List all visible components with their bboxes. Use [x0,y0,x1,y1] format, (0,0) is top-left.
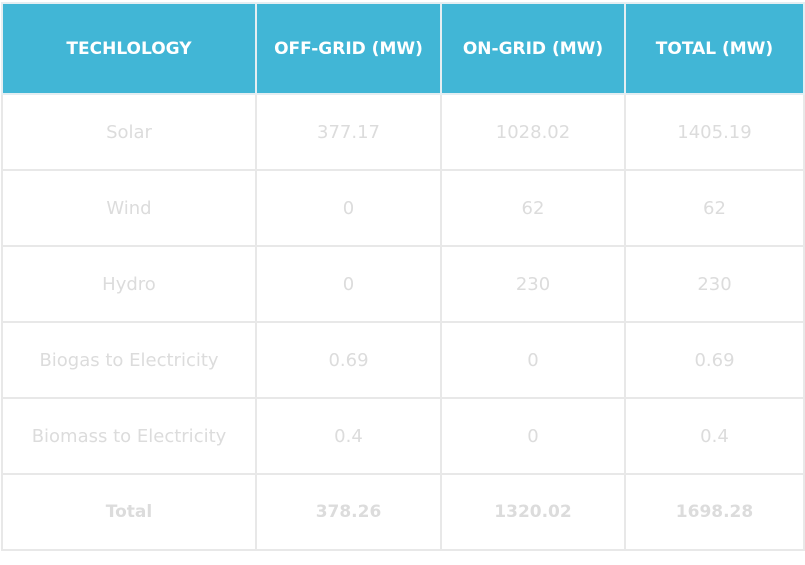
table-cell: 230 [440,245,626,323]
table-row: Biomass to Electricity 0.4 0 0.4 [1,397,805,475]
table-head: TECHLOLOGY OFF-GRID (MW) ON-GRID (MW) TOTAL… [1,2,805,95]
table-cell: 1028.02 [440,93,626,171]
data-table: TECHLOLOGY OFF-GRID (MW) ON-GRID (MW) TOTAL… [1,2,805,551]
header-cell: TECHLOLOGY [1,2,257,95]
table-row: Wind 0 62 62 [1,169,805,247]
table-cell: 378.26 [255,473,442,551]
header-cell: TOTAL (MW) [624,2,805,95]
table-cell: 0.69 [624,321,805,399]
header-row: TECHLOLOGY OFF-GRID (MW) ON-GRID (MW) TOTAL… [1,2,805,95]
table-cell: 62 [440,169,626,247]
table-cell: Hydro [1,245,257,323]
table-row: Solar 377.17 1028.02 1405.19 [1,93,805,171]
table-cell: Wind [1,169,257,247]
table-cell: Biomass to Electricity [1,397,257,475]
table-cell: Biogas to Electricity [1,321,257,399]
table-cell: Solar [1,93,257,171]
table-cell: 0 [255,169,442,247]
header-cell: ON-GRID (MW) [440,2,626,95]
table-cell: 62 [624,169,805,247]
table-cell: Total [1,473,257,551]
total-row: Total 378.26 1320.02 1698.28 [1,473,805,551]
table-cell: 1405.19 [624,93,805,171]
table-cell: 1698.28 [624,473,805,551]
table-cell: 1320.02 [440,473,626,551]
table-cell: 0.4 [255,397,442,475]
table-row: Biogas to Electricity 0.69 0 0.69 [1,321,805,399]
table-cell: 0 [440,397,626,475]
table-cell: 230 [624,245,805,323]
table-cell: 0.4 [624,397,805,475]
table-row: Hydro 0 230 230 [1,245,805,323]
table-cell: 0.69 [255,321,442,399]
table-cell: 0 [255,245,442,323]
header-cell: OFF-GRID (MW) [255,2,442,95]
table-body: Solar 377.17 1028.02 1405.19 Wind 0 62 62 Hydro 0… [1,93,805,551]
table-cell: 0 [440,321,626,399]
table-cell: 377.17 [255,93,442,171]
